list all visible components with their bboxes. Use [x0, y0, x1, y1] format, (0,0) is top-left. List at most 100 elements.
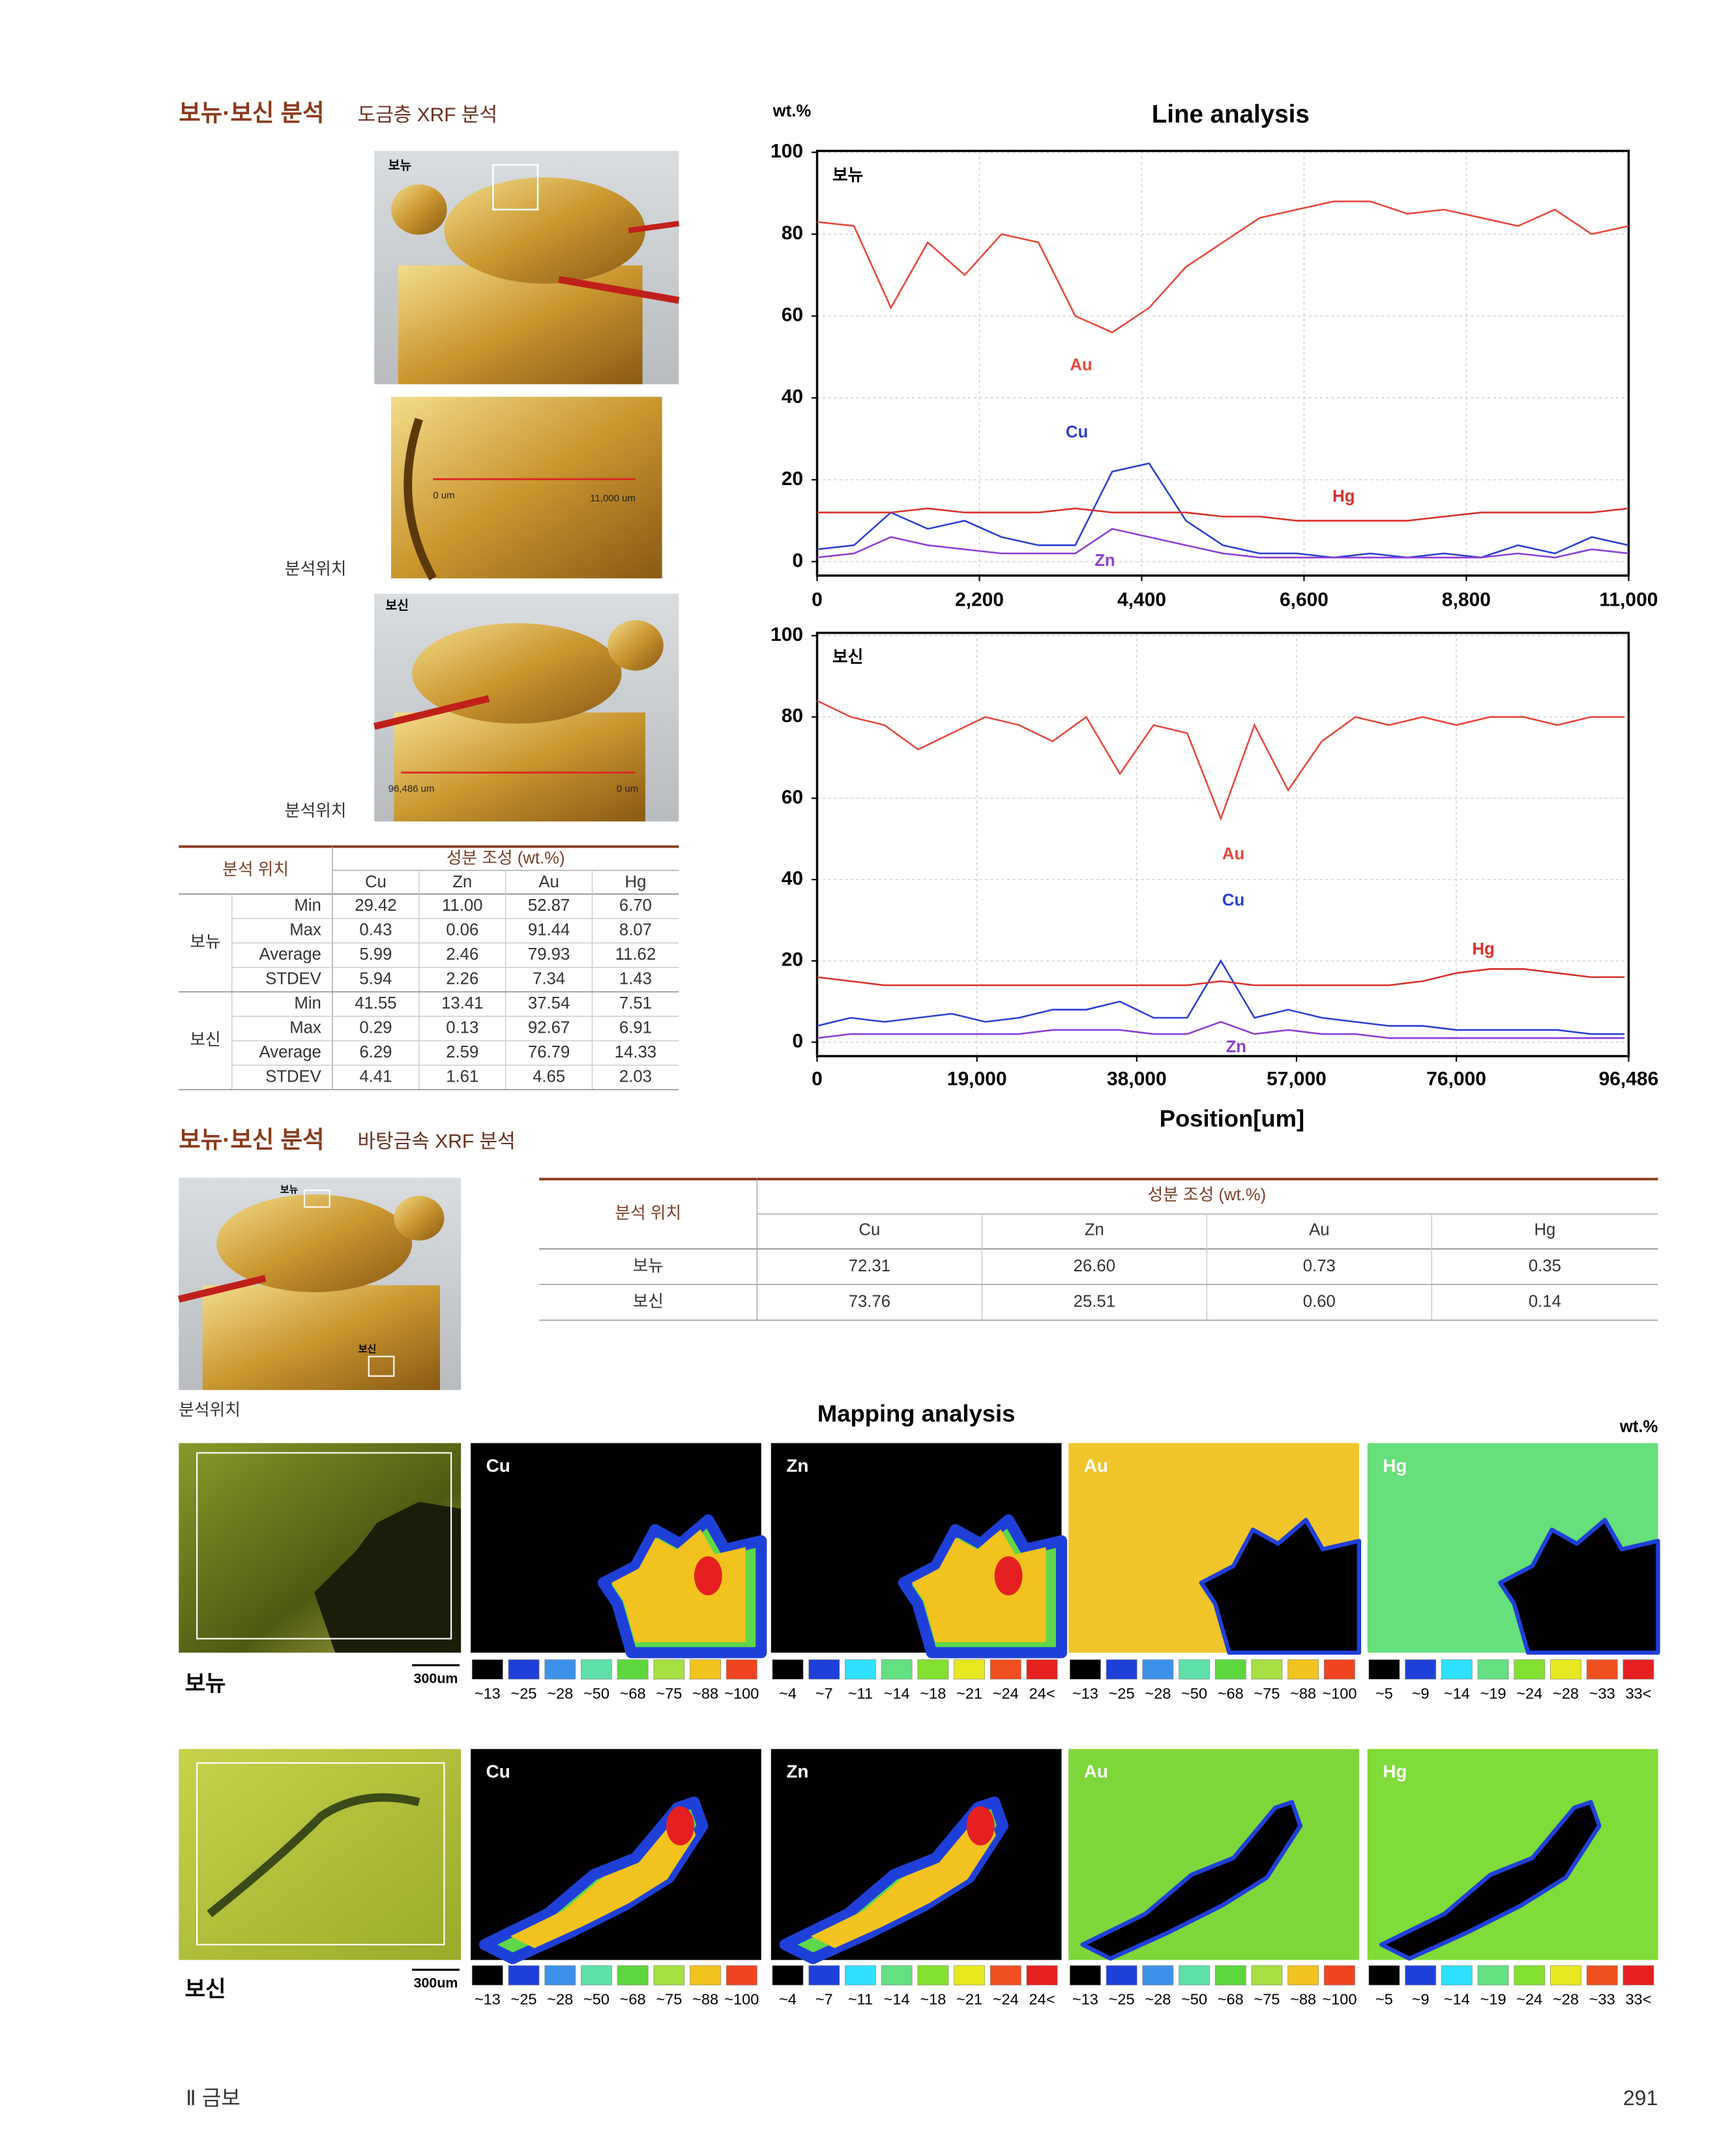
legend-label: ~4 [779, 1685, 797, 1702]
legend-label: ~68 [620, 1685, 646, 1702]
table-cell: 2.59 [446, 1043, 478, 1061]
legend-label: ~50 [583, 1685, 609, 1702]
legend-label: 33< [1625, 1685, 1651, 1702]
legend-label: ~28 [1553, 1991, 1579, 2008]
legend-label: ~18 [920, 1685, 946, 1702]
legend-label: ~88 [1290, 1991, 1316, 2008]
legend-label: ~24 [1516, 1685, 1542, 1702]
table-stat: Max [289, 1018, 321, 1037]
legend-label: ~11 [848, 1991, 873, 2008]
legend-swatch [845, 1965, 876, 1986]
legend-swatch [1405, 1659, 1437, 1679]
table-header: Au [1309, 1221, 1329, 1239]
legend-label: ~25 [1109, 1685, 1135, 1702]
legend-label: 24< [1029, 1991, 1055, 2008]
legend-label: ~18 [920, 1991, 946, 2008]
legend-label: ~14 [1444, 1991, 1470, 2008]
legend-swatch [1441, 1965, 1473, 1986]
legend-swatch [1142, 1965, 1174, 1986]
legend-label: ~100 [724, 1685, 759, 1702]
legend-swatch [1251, 1659, 1283, 1679]
legend-label: ~13 [1072, 1991, 1098, 2008]
legend-label: ~24 [993, 1685, 1019, 1702]
legend-label: ~28 [547, 1685, 573, 1702]
legend-swatch [544, 1965, 576, 1986]
legend-swatch [1477, 1965, 1509, 1986]
map-region [1199, 1518, 1362, 1655]
x-tick-label: 2,200 [955, 589, 1004, 610]
legend-swatch [1179, 1965, 1210, 1986]
legend-swatch [508, 1659, 540, 1679]
table-cell: 25.51 [1074, 1292, 1115, 1310]
legend-swatch [1368, 1965, 1400, 1986]
legend-label: ~68 [1218, 1685, 1244, 1702]
legend-swatch [1287, 1659, 1319, 1679]
legend-label: ~24 [993, 1991, 1019, 2008]
photo [390, 396, 662, 579]
table-cell: 7.34 [533, 969, 565, 988]
legend-label: ~100 [1322, 1685, 1357, 1702]
plot-frame [815, 149, 1630, 577]
legend-label: ~50 [1181, 1991, 1207, 2008]
micro-photo-frame [196, 1762, 445, 1945]
x-tick-label: 0 [812, 1068, 823, 1089]
series-label: Au [1222, 845, 1244, 863]
table-cell: 41.55 [355, 994, 396, 1012]
photo-label: 보신 [385, 598, 408, 613]
map-region-inner [510, 1815, 696, 1949]
legend-label: ~75 [1254, 1991, 1280, 2008]
table-cell: 7.51 [619, 994, 652, 1012]
x-axis-label: Position[um] [1160, 1105, 1304, 1132]
legend-label: ~24 [1516, 1991, 1542, 2008]
legend-label: ~7 [815, 1991, 833, 2008]
map-region-outer [1199, 1518, 1362, 1655]
photo-marker [368, 1355, 395, 1377]
panel-label: Hg [1383, 1455, 1407, 1475]
legend-swatch [581, 1965, 612, 1986]
panel-label: Au [1084, 1762, 1108, 1782]
page-number: 291 [1623, 2086, 1658, 2110]
legend-swatch [1514, 1659, 1546, 1679]
photo-head [390, 184, 447, 235]
legend-swatch [1142, 1659, 1174, 1679]
table-cell: 0.14 [1529, 1292, 1561, 1310]
table-cell: 4.65 [533, 1067, 565, 1085]
legend-swatch [1622, 1965, 1654, 1986]
x-tick-label: 6,600 [1280, 589, 1328, 610]
table-stat: STDEV [265, 1067, 322, 1085]
series-line [817, 200, 1629, 334]
legend-swatch [1441, 1659, 1473, 1679]
map-region [779, 1796, 1009, 1964]
x-tick-label: 76,000 [1426, 1068, 1486, 1089]
chart-title: Line analysis [1152, 100, 1310, 128]
table-header: Au [538, 873, 559, 891]
photo-base [394, 712, 645, 821]
legend-swatch [1070, 1659, 1101, 1679]
table-header: 성분 조성 (wt.%) [447, 849, 565, 868]
x-tick-label: 19,000 [947, 1068, 1007, 1089]
section-subtitle: 도금층 XRF 분석 [358, 104, 498, 126]
table-cell: 72.31 [849, 1257, 890, 1275]
legend-label: ~13 [1072, 1685, 1098, 1702]
map-region-outer [478, 1796, 709, 1964]
table-header: 분석 위치 [615, 1204, 681, 1222]
table-stat: Average [259, 945, 321, 964]
x-tick-label: 11,000 [1599, 589, 1658, 610]
table-cell: 0.35 [1529, 1257, 1561, 1275]
x-tick-label: 96,486 [1599, 1068, 1659, 1089]
photo-shell [216, 1194, 413, 1293]
legend-swatch [808, 1659, 840, 1679]
table-header: Hg [1534, 1221, 1555, 1239]
table-stat: Min [294, 994, 321, 1012]
table-cell: 0.13 [446, 1018, 478, 1037]
legend-label: ~11 [848, 1685, 873, 1702]
photo-cable [558, 276, 680, 304]
photo-scale: 11,000 um [590, 493, 636, 504]
legend-swatch [990, 1659, 1021, 1679]
table-cell: 6.70 [619, 896, 652, 915]
series-label: Hg [1332, 488, 1355, 506]
map-region [898, 1514, 1068, 1659]
legend-swatch [1106, 1659, 1138, 1679]
legend-label: ~68 [1218, 1991, 1244, 2008]
chart-annotation: 보신 [832, 647, 863, 666]
